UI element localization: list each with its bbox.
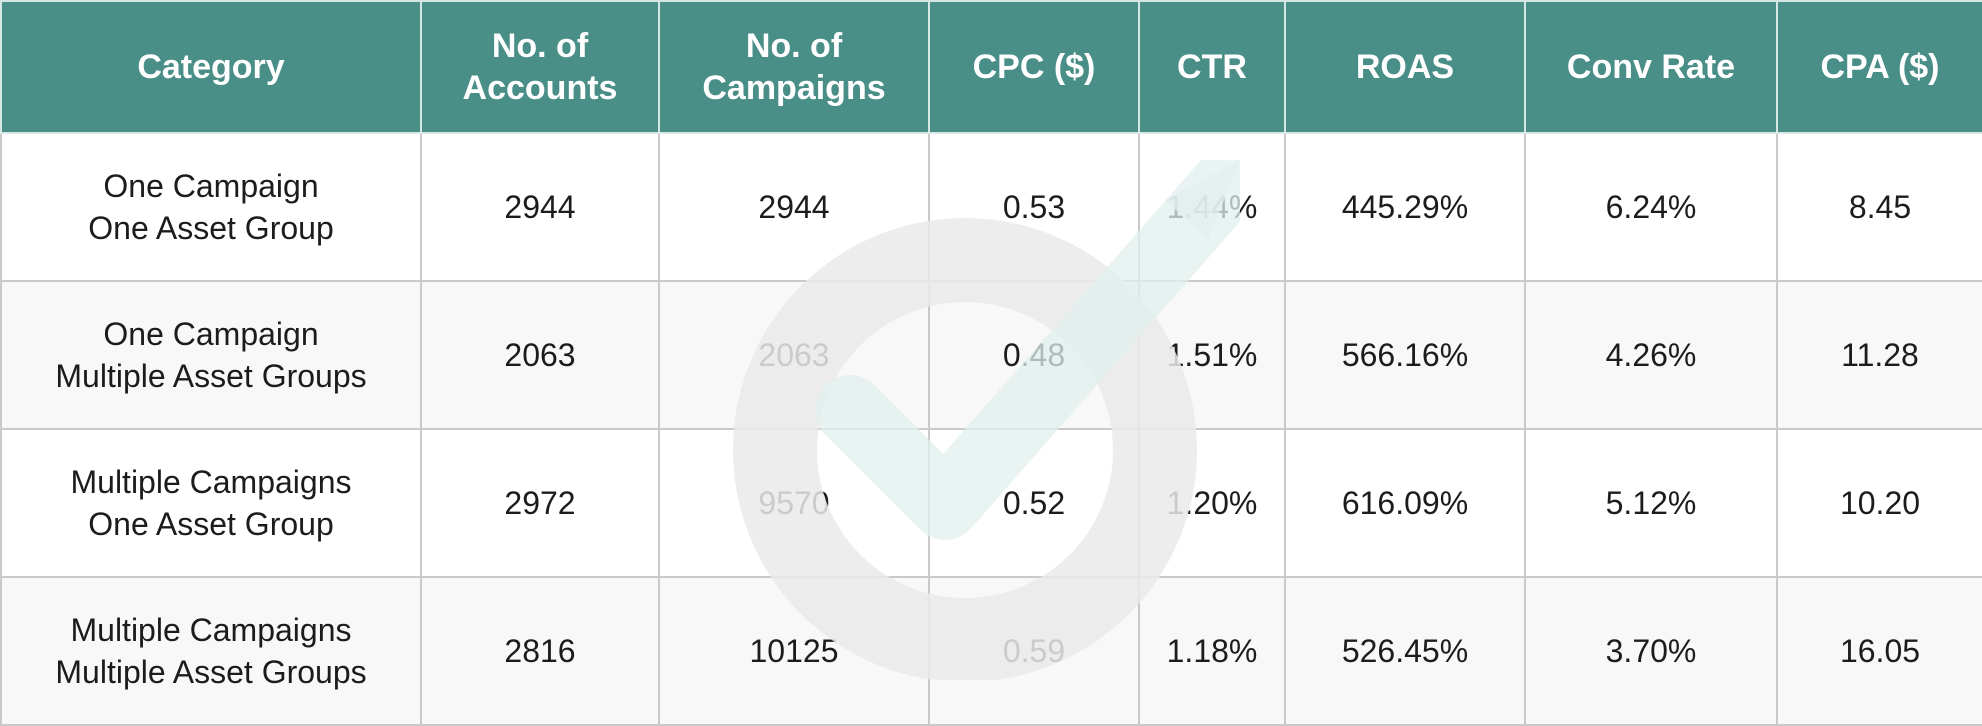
value-cell-no-of-accounts: 2063 [420, 280, 660, 430]
table-body: One Campaign One Asset Group 2944 2944 0.53 1… [0, 132, 1982, 726]
column-header-line: No. of [745, 27, 843, 65]
category-cell: Multiple Campaigns One Asset Group [0, 428, 422, 578]
category-cell: Multiple Campaigns Multiple Asset Groups [0, 576, 422, 726]
value-cell-cpc: 0.59 [928, 576, 1140, 726]
value-cell-cpc: 0.52 [928, 428, 1140, 578]
value-cell-cpa: 16.05 [1776, 576, 1982, 726]
value-cell-roas: 445.29% [1284, 132, 1526, 282]
value-cell-conv-rate: 6.24% [1524, 132, 1778, 282]
value-cell-no-of-campaigns: 10125 [658, 576, 930, 726]
column-header-roas: ROAS [1284, 0, 1526, 134]
category-line: Multiple Asset Groups [55, 654, 367, 690]
value-cell-conv-rate: 3.70% [1524, 576, 1778, 726]
category-line: One Asset Group [88, 506, 334, 542]
value-cell-ctr: 1.44% [1138, 132, 1286, 282]
category-line: Multiple Campaigns [70, 464, 352, 500]
category-cell: One Campaign One Asset Group [0, 132, 422, 282]
table-row: Multiple Campaigns Multiple Asset Groups 2… [0, 576, 1982, 726]
table-header-row: Category No. of Accounts No. of Campaigns CPC… [0, 0, 1982, 134]
column-header-no-of-accounts: No. of Accounts [420, 0, 660, 134]
column-header-conv-rate: Conv Rate [1524, 0, 1778, 134]
value-cell-ctr: 1.51% [1138, 280, 1286, 430]
column-header-line: CPA ($) [1820, 48, 1940, 86]
value-cell-cpc: 0.48 [928, 280, 1140, 430]
value-cell-conv-rate: 5.12% [1524, 428, 1778, 578]
value-cell-no-of-accounts: 2816 [420, 576, 660, 726]
column-header-ctr: CTR [1138, 0, 1286, 134]
value-cell-ctr: 1.18% [1138, 576, 1286, 726]
table-row: Multiple Campaigns One Asset Group 2972 957… [0, 428, 1982, 578]
category-cell: One Campaign Multiple Asset Groups [0, 280, 422, 430]
column-header-line: Campaigns [702, 69, 886, 107]
table-row: One Campaign Multiple Asset Groups 2063 206… [0, 280, 1982, 430]
table-row: One Campaign One Asset Group 2944 2944 0.53 1… [0, 132, 1982, 282]
category-line: One Campaign [103, 168, 319, 204]
value-cell-no-of-campaigns: 9570 [658, 428, 930, 578]
column-header-line: CPC ($) [972, 48, 1096, 86]
category-line: Multiple Asset Groups [55, 358, 367, 394]
column-header-no-of-campaigns: No. of Campaigns [658, 0, 930, 134]
column-header-line: Conv Rate [1566, 48, 1736, 86]
value-cell-no-of-accounts: 2972 [420, 428, 660, 578]
column-header-line: CTR [1177, 48, 1247, 86]
value-cell-roas: 526.45% [1284, 576, 1526, 726]
category-line: One Asset Group [88, 210, 334, 246]
value-cell-cpa: 10.20 [1776, 428, 1982, 578]
column-header-line: No. of [491, 27, 589, 65]
value-cell-roas: 616.09% [1284, 428, 1526, 578]
value-cell-no-of-campaigns: 2944 [658, 132, 930, 282]
value-cell-no-of-accounts: 2944 [420, 132, 660, 282]
value-cell-ctr: 1.20% [1138, 428, 1286, 578]
column-header-cpa: CPA ($) [1776, 0, 1982, 134]
column-header-line: Accounts [462, 69, 618, 107]
column-header-line: Category [137, 48, 285, 86]
value-cell-no-of-campaigns: 2063 [658, 280, 930, 430]
value-cell-conv-rate: 4.26% [1524, 280, 1778, 430]
category-line: Multiple Campaigns [70, 612, 352, 648]
value-cell-cpa: 11.28 [1776, 280, 1982, 430]
column-header-category: Category [0, 0, 422, 134]
value-cell-roas: 566.16% [1284, 280, 1526, 430]
value-cell-cpa: 8.45 [1776, 132, 1982, 282]
category-line: One Campaign [103, 316, 319, 352]
column-header-cpc: CPC ($) [928, 0, 1140, 134]
value-cell-cpc: 0.53 [928, 132, 1140, 282]
column-header-line: ROAS [1355, 48, 1455, 86]
